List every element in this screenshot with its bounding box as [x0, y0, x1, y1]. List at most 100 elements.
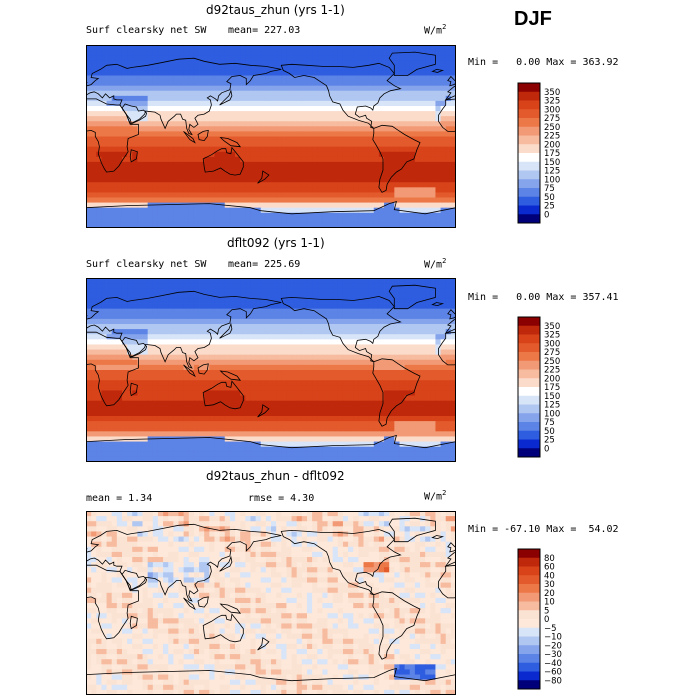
heatmap-cell [317, 426, 323, 432]
heatmap-cell [142, 116, 149, 122]
heatmap-cell [358, 400, 364, 407]
heatmap-cell [327, 390, 334, 396]
heatmap-cell [399, 156, 406, 163]
heatmap-cell [127, 370, 133, 376]
heatmap-cell [111, 395, 118, 402]
heatmap-cell [301, 197, 308, 203]
heatmap-cell [127, 151, 133, 158]
heatmap-cell [281, 106, 287, 112]
heatmap-cell [132, 385, 138, 391]
heatmap-cell [337, 131, 344, 137]
heatmap-cell [168, 197, 174, 203]
heatmap-cell [281, 324, 287, 330]
heatmap-cell [142, 313, 149, 320]
heatmap-cell [152, 283, 159, 289]
heatmap-cell [317, 364, 323, 371]
heatmap-cell [121, 182, 128, 188]
heatmap-cell [332, 65, 339, 71]
heatmap-cell [327, 334, 334, 340]
heatmap-cell [168, 344, 174, 350]
heatmap-cell [409, 121, 416, 127]
heatmap-cell [332, 329, 339, 335]
heatmap-cell [301, 90, 308, 97]
heatmap-cell [271, 359, 277, 366]
heatmap-cell [327, 303, 334, 310]
heatmap-cell [420, 416, 426, 422]
heatmap-cell [348, 70, 354, 76]
heatmap-cell [327, 146, 334, 153]
heatmap-cell [276, 339, 282, 345]
heatmap-cell [373, 344, 380, 350]
heatmap-cell [173, 339, 179, 345]
heatmap-cell [373, 212, 380, 219]
heatmap-cell [245, 111, 251, 117]
heatmap-cell [445, 116, 452, 122]
heatmap-cell [193, 308, 200, 315]
heatmap-cell [337, 278, 344, 284]
heatmap-cell [204, 324, 210, 330]
heatmap-cell [152, 395, 159, 402]
heatmap-cell [106, 207, 113, 214]
heatmap-cell [137, 431, 143, 437]
heatmap-cell [353, 390, 359, 396]
heatmap-cell [147, 167, 154, 173]
heatmap-cell [214, 70, 221, 76]
heatmap-cell [342, 100, 349, 107]
heatmap-cell [168, 172, 174, 178]
heatmap-cell [229, 100, 236, 107]
heatmap-cell [450, 288, 456, 294]
heatmap-cell [137, 90, 143, 97]
heatmap-cell [147, 212, 154, 219]
heatmap-cell [96, 116, 102, 122]
heatmap-cell [306, 121, 313, 127]
heatmap-cell [173, 60, 179, 66]
heatmap-cell [250, 75, 256, 81]
heatmap-cell [358, 313, 364, 320]
heatmap-cell [91, 364, 97, 371]
heatmap-cell [260, 212, 267, 219]
heatmap-cell [193, 421, 200, 427]
heatmap-cell [373, 60, 380, 66]
heatmap-cell [301, 318, 308, 325]
heatmap-cell [378, 329, 385, 335]
heatmap-cell [101, 334, 107, 340]
heatmap-cell [271, 283, 277, 289]
heatmap-cell [106, 298, 113, 304]
heatmap-cell [399, 131, 406, 137]
heatmap-cell [435, 416, 441, 422]
heatmap-cell [178, 359, 185, 366]
heatmap-cell [168, 212, 174, 219]
heatmap-cell [337, 106, 344, 112]
heatmap-cell [332, 80, 339, 87]
heatmap-cell [317, 85, 323, 92]
heatmap-cell [332, 390, 339, 396]
heatmap-cell [219, 45, 226, 51]
heatmap-cell [342, 50, 349, 56]
heatmap-cell [301, 202, 308, 209]
heatmap-cell [306, 405, 313, 412]
heatmap-cell [127, 111, 133, 117]
heatmap-cell [193, 390, 200, 396]
heatmap-cell [127, 395, 133, 402]
heatmap-cell [363, 349, 370, 356]
heatmap-cell [384, 75, 390, 81]
heatmap-cell [101, 298, 107, 304]
heatmap-cell [106, 416, 113, 422]
heatmap-cell [358, 339, 364, 345]
heatmap-cell [86, 288, 92, 294]
heatmap-cell [404, 85, 411, 92]
heatmap-cell [363, 359, 370, 366]
heatmap-cell [142, 349, 149, 356]
heatmap-cell [163, 182, 169, 188]
heatmap-cell [327, 298, 334, 304]
heatmap-cell [368, 344, 375, 350]
heatmap-cell [440, 151, 447, 158]
heatmap-cell [394, 278, 400, 284]
heatmap-cell [296, 385, 303, 391]
heatmap-cell [296, 111, 303, 117]
heatmap-cell [378, 131, 385, 137]
heatmap-cell [250, 212, 256, 219]
heatmap-cell [183, 141, 190, 148]
heatmap-cell [132, 303, 138, 310]
heatmap-cell [209, 222, 215, 228]
